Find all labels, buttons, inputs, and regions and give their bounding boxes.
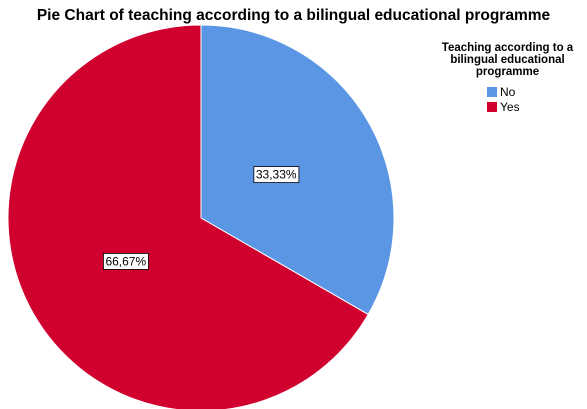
legend-item-yes: Yes bbox=[487, 99, 587, 114]
legend-swatch-yes bbox=[487, 101, 497, 112]
legend-item-no: No bbox=[487, 84, 587, 99]
slice-label-yes: 66,67% bbox=[103, 253, 149, 270]
legend-title: Teaching according to a bilingual educat… bbox=[428, 42, 587, 78]
pie-slices bbox=[7, 24, 395, 409]
chart-title: Pie Chart of teaching according to a bil… bbox=[36, 7, 551, 24]
legend-label-no: No bbox=[500, 84, 516, 99]
legend-title-line: bilingual educational bbox=[450, 54, 565, 66]
slice-label-no: 33,33% bbox=[253, 166, 300, 183]
legend-title-line: programme bbox=[475, 66, 540, 78]
slice-label-text: 66,67% bbox=[105, 254, 146, 268]
slice-label-text: 33,33% bbox=[256, 168, 297, 182]
pie-slice-yes bbox=[7, 24, 369, 409]
pie-slice-labels: 33,33% 66,67% bbox=[103, 166, 300, 270]
legend-title-line: Teaching according to a bbox=[441, 42, 574, 54]
slice-label-box bbox=[103, 253, 149, 270]
slice-label-box bbox=[253, 166, 300, 183]
legend-swatch-no bbox=[487, 86, 497, 97]
legend-label-yes: Yes bbox=[500, 99, 520, 114]
legend-list: No Yes bbox=[487, 84, 587, 114]
legend: Teaching according to a bilingual educat… bbox=[428, 42, 587, 114]
